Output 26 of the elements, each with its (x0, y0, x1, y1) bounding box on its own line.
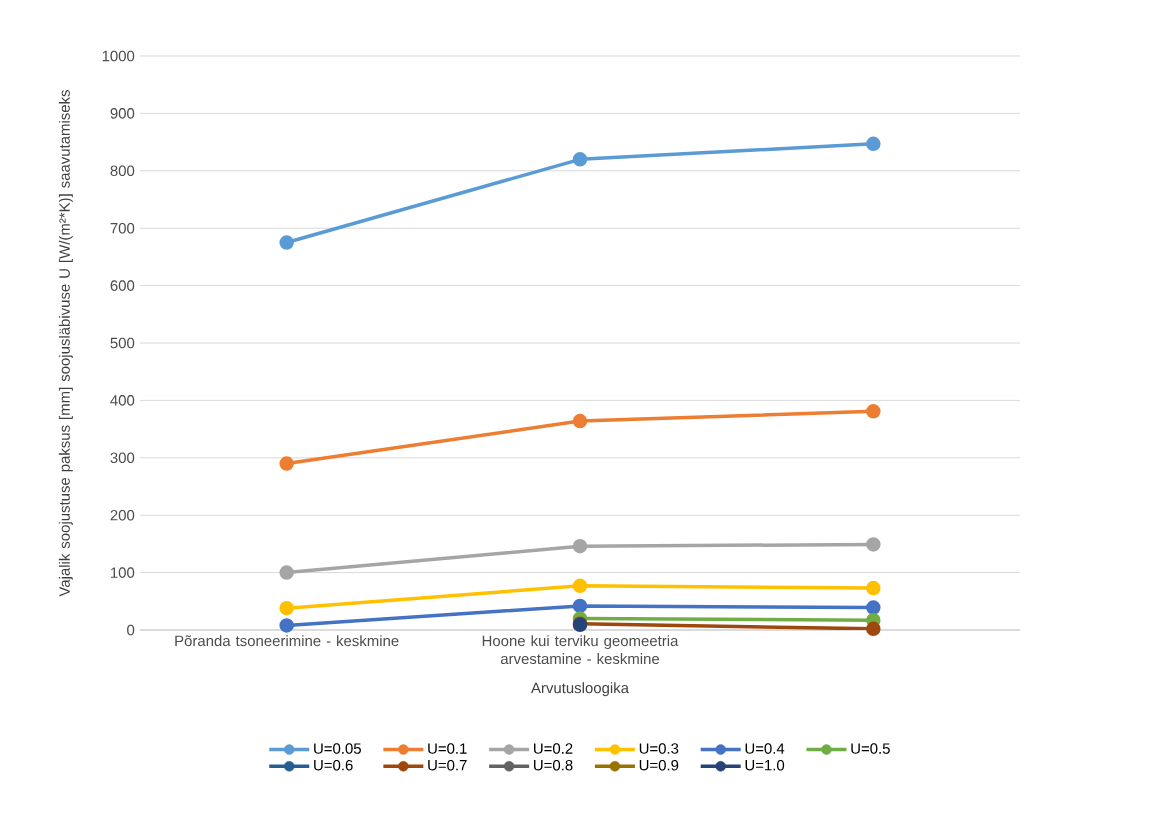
y-tick-label: 900 (110, 108, 135, 119)
y-tick-label: 300 (110, 452, 135, 464)
x-axis-title: Arvutusloogika (531, 682, 629, 697)
legend-label: U=0.5 (851, 743, 890, 754)
legend-label: U=0.9 (639, 759, 679, 771)
y-tick-label: 1000 (102, 50, 135, 62)
x-tick-label: Põranda tsoneerimine - keskmine (175, 635, 399, 647)
legend-label: U=0.6 (314, 759, 353, 771)
legend-label: U=0.3 (639, 743, 679, 754)
x-tick-label: Hoone kui terviku geomeetria arvestamine - keskmine (482, 635, 679, 665)
legend-label: U=0.1 (428, 743, 467, 754)
y-tick-label: 0 (127, 624, 135, 636)
y-tick-label: 800 (110, 165, 135, 177)
legend-label: U=0.7 (428, 759, 467, 771)
legend-label: U=0.05 (314, 743, 361, 754)
legend-label: U=0.8 (534, 759, 573, 771)
y-axis-title: Vajalik soojustuse paksus [mm] soojusläbivuse U [W/(m²*K)] saavutamiseks (58, 90, 73, 597)
y-tick-label: 700 (110, 222, 135, 234)
y-tick-label: 200 (110, 509, 135, 521)
y-tick-label: 100 (111, 567, 135, 578)
legend-label: U=0.2 (534, 743, 573, 754)
legend-label: U=0.4 (745, 743, 785, 754)
y-tick-label: 600 (110, 280, 135, 291)
y-tick-label: 400 (110, 395, 135, 406)
legend-label: U=1.0 (745, 759, 785, 771)
y-tick-label: 500 (110, 337, 135, 349)
